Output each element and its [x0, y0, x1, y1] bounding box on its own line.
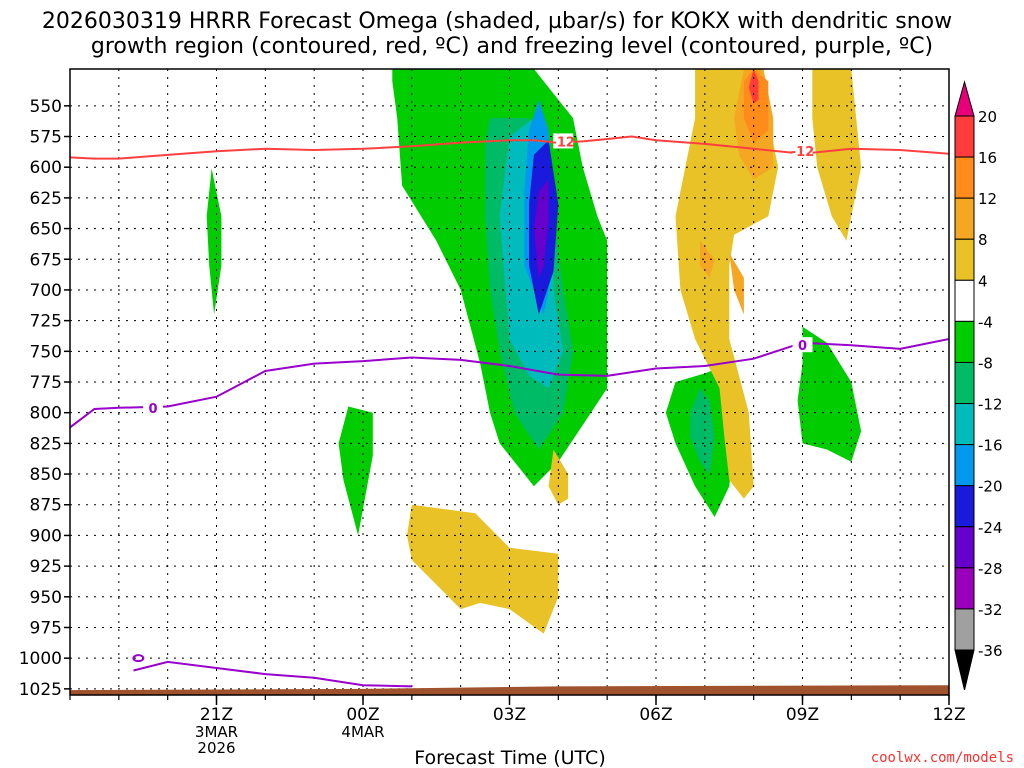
colorbar-label: -28	[978, 560, 1003, 578]
colorbar-label: -16	[978, 437, 1003, 455]
colorbar-box	[954, 115, 975, 158]
colorbar-box	[954, 444, 975, 487]
freezing-label-1: 0	[148, 402, 157, 417]
x-axis-title: Forecast Time (UTC)	[414, 747, 605, 768]
colorbar-label: 4	[978, 272, 988, 290]
omega-region-yellow-s1	[407, 504, 559, 634]
colorbar-box	[954, 526, 975, 569]
omega-region-green-small2	[338, 406, 373, 536]
y-tick-label: 650	[30, 220, 62, 240]
y-axis: 550 575 600 625 650 675 700 725 750 775 800 825 850 8…	[19, 97, 70, 700]
colorbar-label: -24	[978, 519, 1003, 537]
ground-terrain	[70, 685, 949, 695]
credit-text[interactable]: coolwx.com/models	[871, 750, 1014, 766]
chart-title-line2: growth region (contoured, red, ºC) and f…	[91, 34, 933, 59]
colorbar-box	[954, 485, 975, 528]
colorbar-box	[954, 403, 975, 446]
y-tick-label: 825	[30, 434, 62, 454]
colorbar-box	[954, 320, 975, 363]
colorbar-label: 20	[978, 108, 997, 126]
x-tick-date: 3MAR	[195, 723, 238, 741]
colorbar-box	[954, 238, 975, 281]
y-tick-label: 900	[30, 526, 62, 546]
y-tick-label: 925	[30, 557, 62, 577]
y-tick-label: 675	[30, 250, 62, 270]
y-tick-label: 725	[30, 312, 62, 332]
dendritic-label-1: -12	[551, 135, 575, 150]
y-tick-label: 800	[30, 404, 62, 424]
ground-layer	[70, 685, 949, 695]
omega-region-green-far-e	[797, 326, 862, 462]
y-tick-label: 775	[30, 373, 62, 393]
y-tick-label: 600	[30, 158, 62, 178]
freezing-contour-line-lower	[133, 660, 412, 688]
x-tick-label: 12Z	[932, 705, 965, 725]
dendritic-label-2-bg	[792, 143, 813, 159]
colorbar-box	[954, 156, 975, 199]
y-tick-label: 1025	[19, 680, 62, 700]
colorbar-label: 12	[978, 190, 997, 208]
freezing-contour-loop	[132, 654, 145, 663]
colorbar-label: -20	[978, 478, 1003, 496]
colorbar-label: -12	[978, 396, 1003, 414]
y-tick-label: 575	[30, 128, 62, 148]
chart-title-line1: 2026030319 HRRR Forecast Omega (shaded, …	[42, 9, 952, 34]
y-tick-label: 750	[30, 342, 62, 362]
omega-region-lightorange3	[700, 240, 715, 278]
x-tick-label: 00Z	[346, 705, 379, 725]
colorbar-label: 16	[978, 149, 997, 167]
y-tick-label: 975	[30, 618, 62, 638]
y-tick-label: 950	[30, 588, 62, 608]
omega-shading	[206, 69, 862, 634]
colorbar-box	[954, 197, 975, 240]
omega-region-lightorange2	[729, 253, 744, 315]
colorbar-top-triangle	[954, 80, 975, 117]
colorbar-label: -32	[978, 601, 1003, 619]
y-tick-label: 700	[30, 281, 62, 301]
freezing-label-2: 0	[798, 339, 807, 354]
x-tick-date: 4MAR	[341, 723, 384, 741]
omega-region-green-small1	[206, 168, 222, 315]
y-tick-label: 550	[30, 97, 62, 117]
y-tick-label: 875	[30, 496, 62, 516]
colorbar-label: -4	[978, 313, 993, 331]
x-tick-year: 2026	[197, 739, 235, 757]
colorbar-bottom-triangle	[954, 649, 975, 691]
colorbar-label: -36	[978, 642, 1003, 660]
dendritic-label-2: -12	[791, 145, 815, 160]
omega-region-yellow-far-ne	[812, 69, 862, 241]
omega-region-teal-e	[690, 388, 715, 475]
y-tick-label: 850	[30, 465, 62, 485]
colorbar-box	[954, 567, 975, 610]
y-tick-label: 625	[30, 189, 62, 209]
colorbar-box	[954, 279, 975, 322]
contour-labels: -12 -12 0 0	[143, 133, 815, 417]
x-tick-label: 06Z	[639, 705, 672, 725]
freezing-label-2-bg	[792, 337, 813, 353]
y-tick-label: 1000	[19, 649, 62, 669]
colorbar-label: -8	[978, 354, 993, 372]
colorbar-box	[954, 361, 975, 405]
freezing-contour-line	[70, 337, 949, 429]
omega-region-purple	[533, 179, 549, 278]
dendritic-label-1-bg	[553, 133, 574, 149]
x-tick-label: 09Z	[786, 705, 819, 725]
x-tick-label: 21Z	[200, 705, 233, 725]
colorbar: 20 16 12 8 4 -4 -8 -12 -16 -20 -24 -28 -32 -36	[954, 80, 1003, 691]
x-tick-label: 03Z	[493, 705, 526, 725]
colorbar-box	[954, 608, 975, 651]
freezing-label-1-bg	[143, 399, 164, 415]
colorbar-label: 8	[978, 231, 988, 249]
